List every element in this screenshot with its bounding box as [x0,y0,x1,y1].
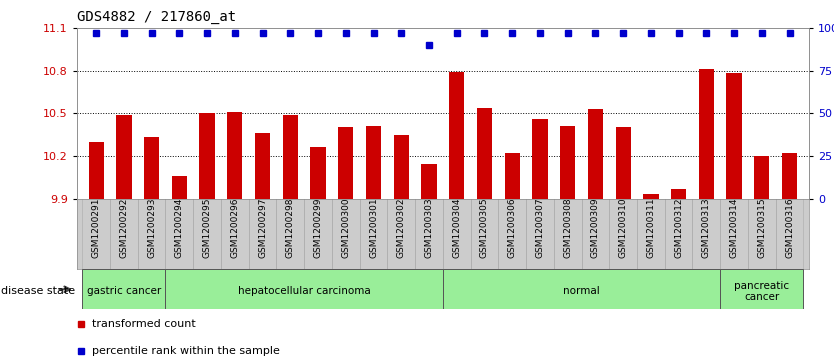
Bar [505,153,520,199]
Bar [421,164,437,199]
Bar [699,69,714,199]
Text: pancreatic
cancer: pancreatic cancer [734,281,790,302]
Bar [394,135,409,199]
Bar [643,194,659,199]
Text: transformed count: transformed count [92,319,196,329]
Bar [88,142,103,199]
Text: disease state: disease state [1,286,75,296]
Bar [199,113,214,199]
Text: gastric cancer: gastric cancer [87,286,161,296]
Text: percentile rank within the sample: percentile rank within the sample [92,346,280,356]
Bar [449,72,465,199]
Bar [83,269,165,309]
Bar [721,269,803,309]
Bar [782,153,797,199]
Bar [310,147,325,199]
Bar [532,119,548,199]
Bar [283,115,298,199]
Bar [366,126,381,199]
Text: GDS4882 / 217860_at: GDS4882 / 217860_at [77,10,236,24]
Bar [588,109,603,199]
Bar [671,189,686,199]
Bar [560,126,575,199]
Bar [726,73,741,199]
Bar [754,156,770,199]
Text: normal: normal [563,286,600,296]
Bar [615,127,631,199]
Bar [338,127,354,199]
Bar [255,133,270,199]
Bar [144,138,159,199]
Bar [477,107,492,199]
Bar [227,112,243,199]
Text: hepatocellular carcinoma: hepatocellular carcinoma [238,286,370,296]
Bar [443,269,721,309]
Bar [116,115,132,199]
Bar [172,176,187,199]
Bar [165,269,443,309]
